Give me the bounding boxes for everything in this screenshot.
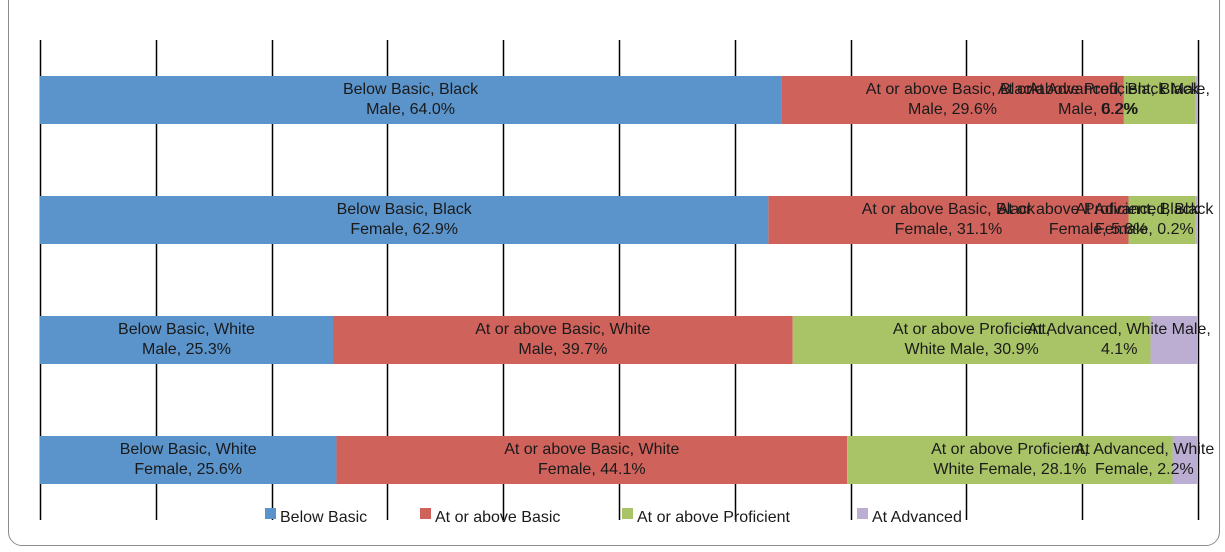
bar-segment [40,76,782,124]
legend-swatch [622,508,633,519]
bar-segment [336,436,848,484]
data-label: At or above Basic, Black Female, 31.1% [862,201,1036,238]
data-label: At Advanced, White Female, 2.2% [1075,441,1215,478]
legend-swatch [265,508,276,519]
data-label: At or above Basic, White Female, 44.1% [504,441,679,478]
bar-segment [781,76,1124,124]
bar-segment [847,436,1173,484]
legend: Below Basic At or above Basic At or above … [265,508,962,526]
data-label: At or above Proficient, White Male, 30.9% [893,321,1050,358]
data-label: At or above Basic, Black Male, 29.6% [866,81,1040,118]
data-label: At or above Basic, White Male, 39.7% [475,321,650,358]
data-label: At or above Proficient, Black Male, 6.2% [998,81,1200,118]
bar-segment [332,316,793,364]
data-labels: Below Basic, Black Male, 64.0% At or above… [118,81,1214,478]
legend-label: Below Basic [280,509,367,526]
bar-segment [1195,196,1198,244]
legend-label: At or above Proficient [637,509,791,526]
legend-swatch [857,508,868,519]
bar-segment [1123,76,1196,124]
data-label: At or above Proficient, Black Female, 5.8… [998,201,1200,238]
bar-segment [1172,436,1198,484]
bars [40,76,1198,484]
data-label: Below Basic, Black Female, 62.9% [337,201,473,238]
bar-segment [40,316,333,364]
data-label: At Advanced, Black Female, 0.2% [1075,201,1214,238]
bar-segment [40,436,337,484]
data-label: At or above Proficient, White Female, 28.… [931,441,1088,478]
data-label: At Advanced, White Male, 4.1% [1028,321,1211,358]
bar-segment [40,196,769,244]
bar-segment [1195,76,1198,124]
bar-segment [768,196,1129,244]
bar-segment [1150,316,1198,364]
data-label: Below Basic, White Male, 25.3% [118,321,255,358]
data-label: Below Basic, Black Male, 64.0% [343,81,479,118]
bar-segment [1128,196,1196,244]
legend-swatch [420,508,431,519]
data-label: At Advanced, Black Male, 0.2% [1028,81,1209,118]
legend-label: At or above Basic [435,509,560,526]
bar-segment [792,316,1151,364]
legend-label: At Advanced [872,509,962,526]
data-label: Below Basic, White Female, 25.6% [120,441,257,478]
